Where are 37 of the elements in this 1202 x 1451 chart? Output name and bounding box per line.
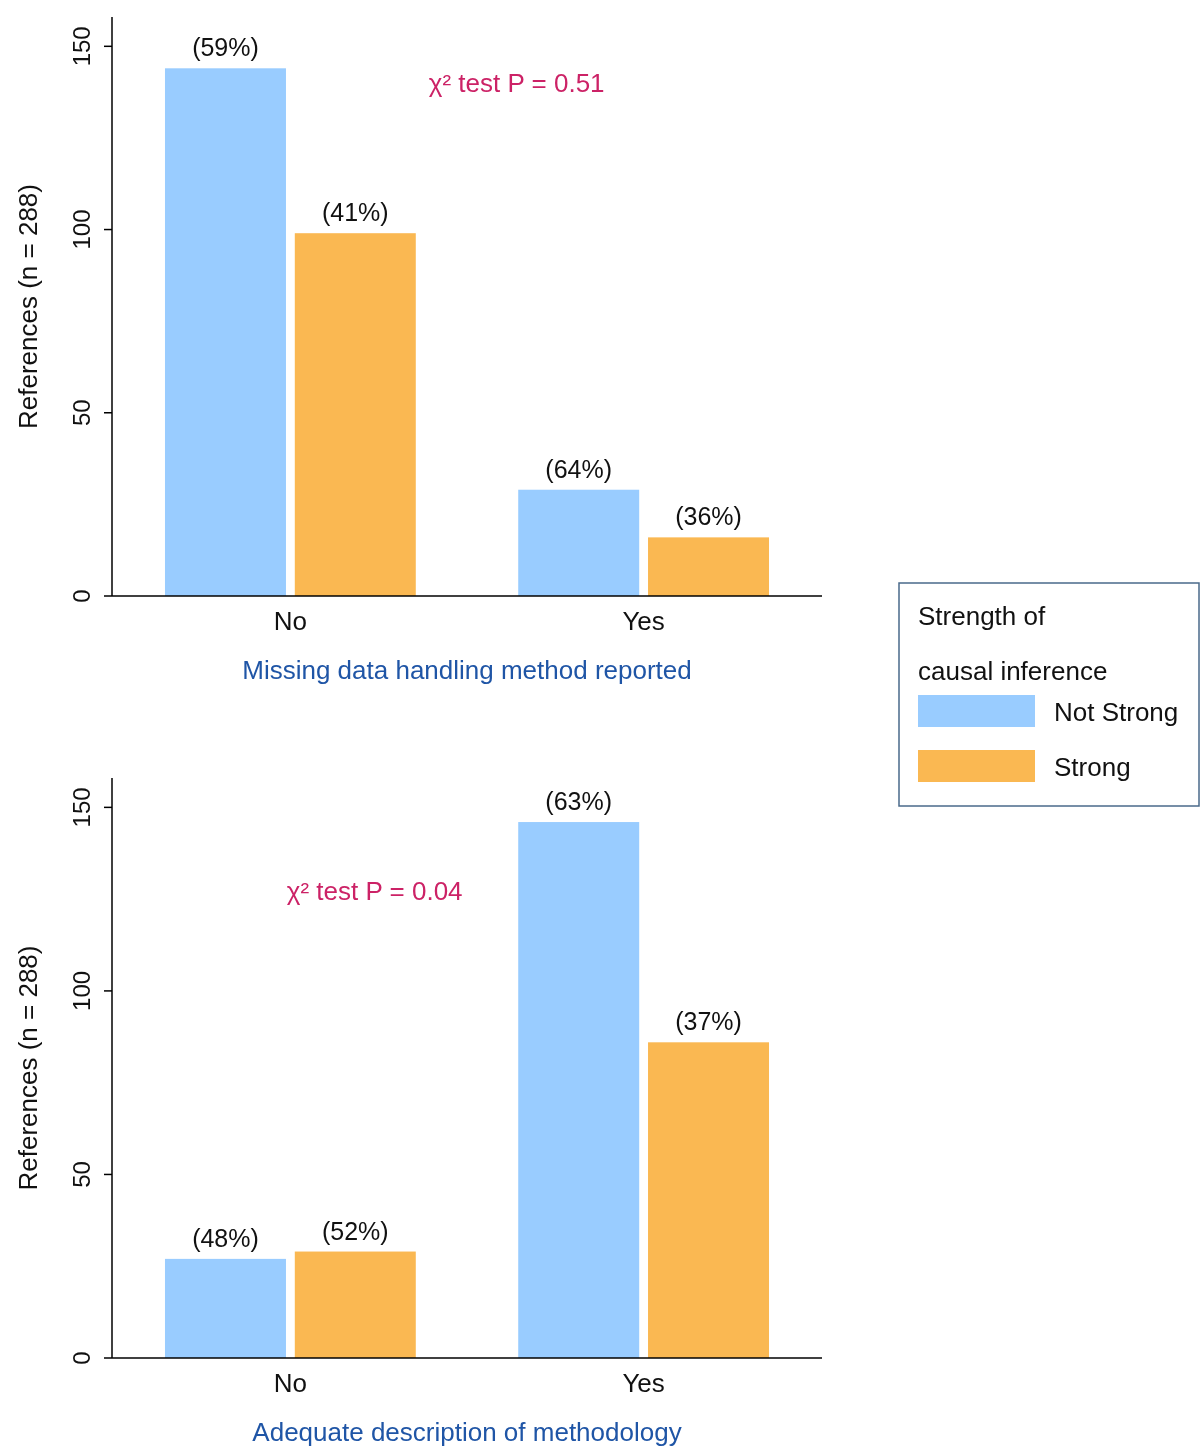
annotation: (59%) <box>192 33 259 62</box>
x-tick-label: Yes <box>622 1368 665 1398</box>
x-tick-label: No <box>273 606 308 636</box>
y-axis-title: References (n = 288) <box>13 184 43 429</box>
x-axis-title: Adequate description of methodology <box>252 1417 682 1447</box>
bar <box>518 822 640 1358</box>
x-tick-label: Yes <box>622 606 665 636</box>
annotation: (64%) <box>545 454 613 483</box>
annotation: χ² test P = 0.51 <box>428 68 605 99</box>
y-tick-label: 0 <box>68 589 95 603</box>
annotation: (41%) <box>321 198 389 227</box>
annotation: (63%) <box>545 787 613 816</box>
y-tick-label: 50 <box>68 1161 95 1188</box>
y-tick-label: 150 <box>68 787 95 828</box>
annotation: (48%) <box>192 1223 259 1252</box>
bar <box>648 1042 770 1358</box>
annotation: (36%) <box>675 502 742 531</box>
x-axis-title: Missing data handling method reported <box>242 655 692 685</box>
annotation: (37%) <box>675 1007 742 1036</box>
x-tick-label: No <box>273 1368 308 1398</box>
legend-label: Not Strong <box>1054 697 1179 727</box>
y-tick-label: 50 <box>68 399 95 427</box>
y-tick-label: 100 <box>68 209 95 250</box>
bar <box>294 1251 416 1358</box>
y-tick-label: 0 <box>68 1351 95 1365</box>
bar <box>164 1258 286 1358</box>
bar <box>648 537 770 596</box>
y-tick-label: 150 <box>68 26 95 67</box>
y-tick-label: 100 <box>68 970 95 1011</box>
y-axis-title: References (n = 288) <box>13 945 43 1191</box>
bar <box>518 489 640 596</box>
legend-title: Strength of causal inference <box>918 601 1108 686</box>
bar <box>294 233 416 596</box>
bar <box>164 68 286 596</box>
annotation: χ² test P = 0.04 <box>286 875 463 906</box>
legend-label: Strong <box>1054 752 1131 782</box>
annotation: (52%) <box>321 1216 389 1245</box>
